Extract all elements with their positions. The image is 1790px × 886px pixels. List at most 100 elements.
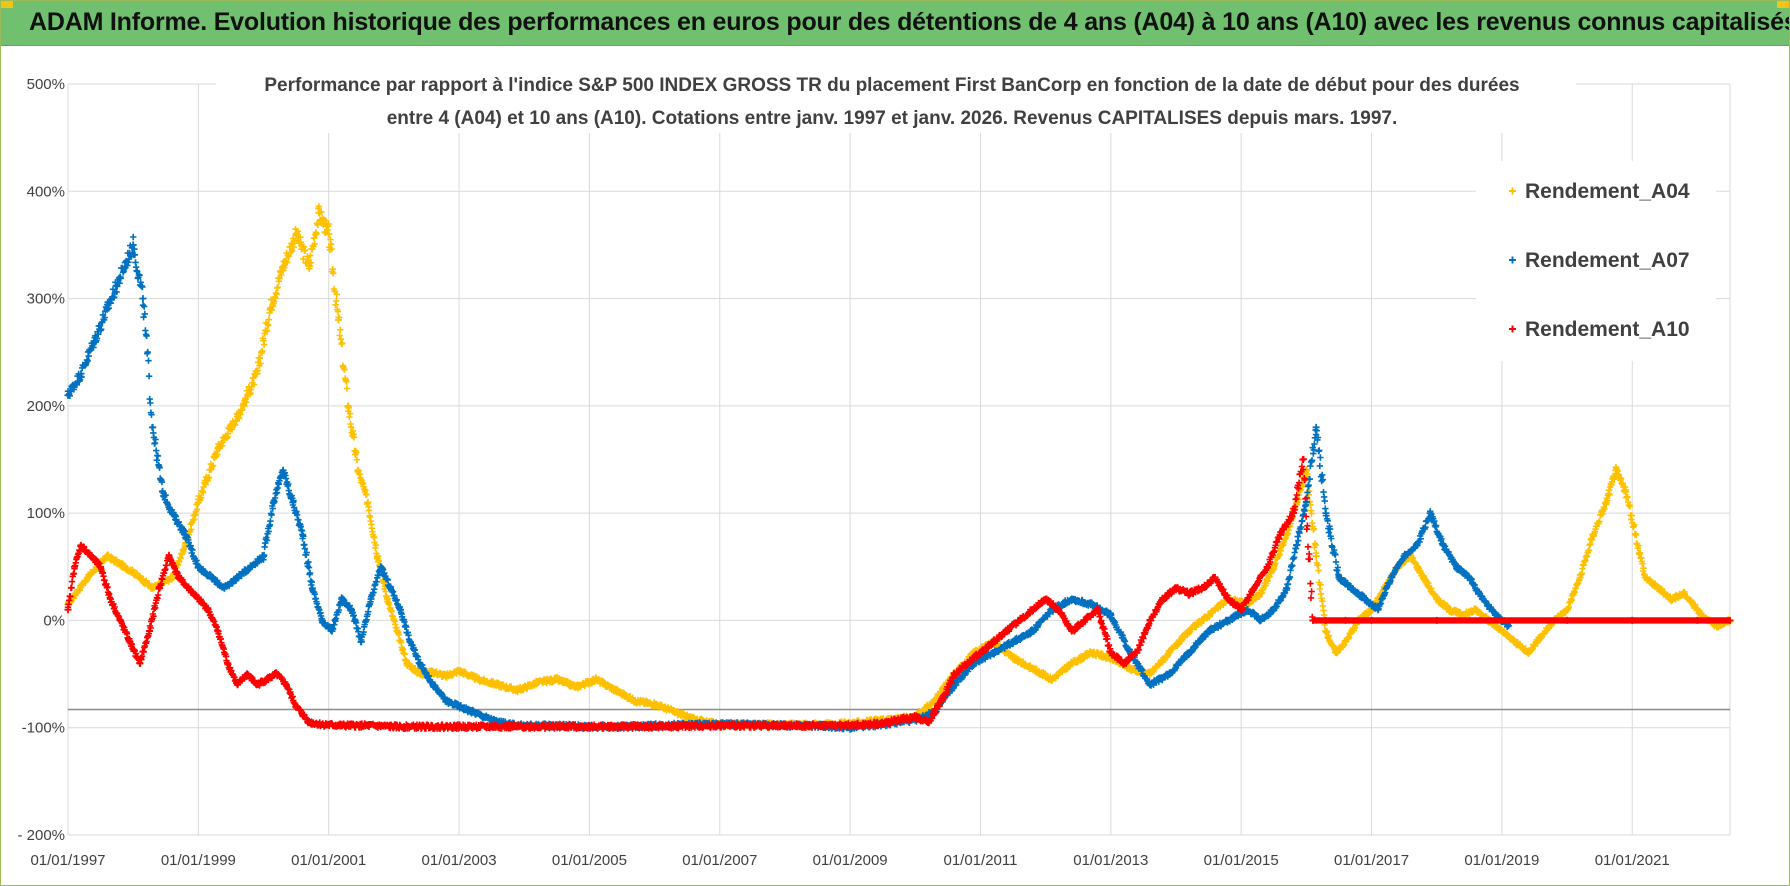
data-point — [1374, 606, 1382, 614]
data-point — [364, 498, 372, 506]
data-point — [97, 563, 105, 571]
data-point — [455, 667, 463, 675]
data-point — [1426, 509, 1434, 517]
data-point — [1257, 616, 1265, 624]
data-point — [1087, 649, 1095, 657]
data-point — [1276, 531, 1284, 539]
data-point — [136, 659, 144, 667]
data-point — [263, 675, 271, 683]
data-point — [1172, 584, 1180, 592]
data-point — [338, 722, 346, 730]
data-point — [325, 230, 333, 238]
data-point — [1087, 600, 1095, 608]
series-markers-Rendement_A07 — [64, 233, 1511, 733]
data-point — [149, 584, 157, 592]
data-point — [1511, 638, 1519, 646]
data-point — [455, 723, 463, 731]
data-point — [937, 697, 945, 705]
data-point — [1029, 665, 1037, 673]
data-point — [442, 697, 450, 705]
data-point — [1631, 531, 1639, 539]
data-point — [911, 713, 919, 721]
data-point — [289, 498, 297, 506]
data-point — [292, 230, 300, 238]
data-point — [224, 659, 232, 667]
data-point — [181, 531, 189, 539]
data-point — [1293, 541, 1301, 549]
data-point — [84, 574, 92, 582]
data-point — [1312, 423, 1320, 431]
data-point — [1205, 611, 1213, 619]
data-point — [1146, 681, 1154, 689]
data-point — [1029, 606, 1037, 614]
header-corner-left — [1, 1, 13, 8]
data-point — [139, 295, 147, 303]
data-point — [1654, 584, 1662, 592]
page-title: ADAM Informe. Evolution historique des p… — [29, 8, 1790, 36]
header-corner-right — [1777, 1, 1789, 8]
data-point — [1335, 574, 1343, 582]
data-point — [1081, 616, 1089, 624]
data-point — [77, 541, 85, 549]
data-point — [481, 713, 489, 721]
y-tick-label: 0% — [43, 612, 65, 629]
data-point — [1498, 616, 1506, 624]
data-point — [1537, 633, 1545, 641]
data-point — [149, 423, 157, 431]
data-point — [1322, 509, 1330, 517]
data-point — [1622, 488, 1630, 496]
data-point — [246, 563, 254, 571]
data-point — [318, 720, 326, 728]
data-point — [1146, 616, 1154, 624]
data-point — [1332, 649, 1340, 657]
data-point — [1576, 574, 1584, 582]
data-point — [1185, 649, 1193, 657]
series-Rendement_A07 — [64, 233, 1512, 733]
data-point — [1693, 606, 1701, 614]
data-point — [1433, 616, 1441, 624]
data-point — [253, 681, 261, 689]
data-point — [990, 638, 998, 646]
data-point — [1029, 627, 1037, 635]
data-point — [1224, 616, 1232, 624]
data-point — [377, 563, 385, 571]
data-point — [279, 466, 287, 474]
data-point — [1641, 574, 1649, 582]
data-point — [279, 262, 287, 270]
data-point — [1159, 595, 1167, 603]
data-point — [1211, 574, 1219, 582]
data-point — [292, 702, 300, 710]
data-point — [879, 719, 887, 727]
data-point — [1400, 552, 1408, 560]
x-tick-label: 01/01/2003 — [422, 852, 497, 869]
data-point — [1237, 606, 1245, 614]
x-tick-label: 01/01/2007 — [682, 852, 757, 869]
data-point — [442, 672, 450, 680]
data-point — [1263, 563, 1271, 571]
data-point — [475, 675, 483, 683]
data-point — [455, 702, 463, 710]
data-point — [924, 718, 932, 726]
data-point — [214, 445, 222, 453]
y-tick-label: 100% — [27, 505, 65, 522]
data-point — [1055, 606, 1063, 614]
data-point — [64, 391, 72, 399]
x-tick-label: 01/01/2021 — [1595, 852, 1670, 869]
chart-title-layer: Performance par rapport à l'indice S&P 5… — [216, 71, 1576, 133]
data-point — [1413, 541, 1421, 549]
x-tick-label: 01/01/2005 — [552, 852, 627, 869]
data-point — [273, 670, 281, 678]
data-point — [1224, 595, 1232, 603]
legend: Rendement_A04 Rendement_A07 Rendement_A10 — [1476, 161, 1716, 361]
chart-title-line-2: entre 4 (A04) et 10 ans (A10). Cotations… — [387, 108, 1398, 129]
data-point — [260, 552, 268, 560]
data-point — [126, 638, 134, 646]
data-point — [1498, 627, 1506, 635]
data-point — [116, 273, 124, 281]
data-point — [1628, 616, 1636, 624]
data-point — [1205, 627, 1213, 635]
legend-marker-Rendement_A10 — [1509, 325, 1516, 333]
data-point — [233, 574, 241, 582]
data-point — [1250, 584, 1258, 592]
